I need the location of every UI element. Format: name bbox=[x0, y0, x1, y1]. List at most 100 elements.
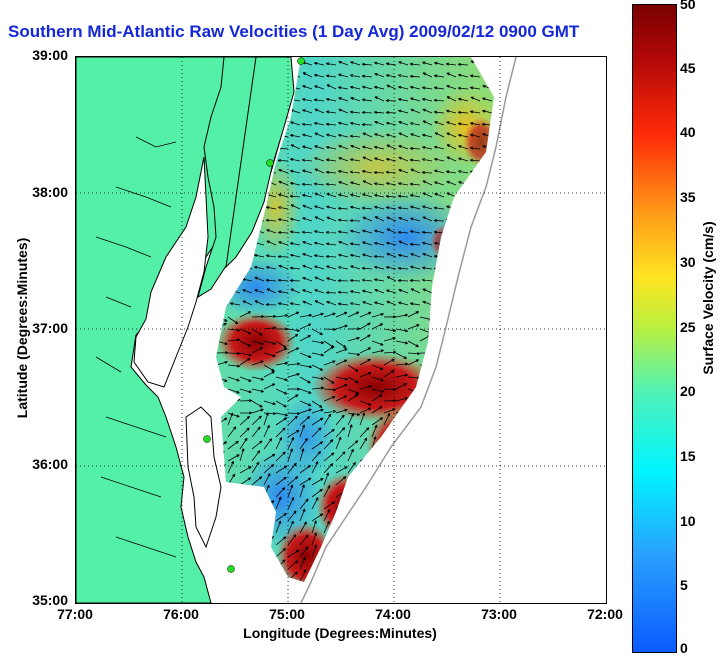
velocity-arrow bbox=[386, 289, 397, 294]
velocity-arrow bbox=[467, 400, 481, 404]
velocity-arrow bbox=[347, 532, 353, 546]
velocity-arrow bbox=[311, 461, 319, 474]
velocity-arrow bbox=[239, 545, 248, 558]
velocity-arrow bbox=[433, 98, 445, 102]
velocity-arrow bbox=[455, 497, 464, 510]
velocity-arrow bbox=[265, 254, 277, 258]
velocity-arrow bbox=[301, 193, 313, 198]
velocity-arrow bbox=[491, 526, 494, 534]
velocity-arrow bbox=[371, 568, 377, 582]
velocity-arrow bbox=[311, 400, 323, 408]
velocity-arrow bbox=[458, 217, 469, 222]
velocity-arrow bbox=[338, 157, 349, 162]
velocity-arrow bbox=[374, 61, 385, 66]
velocity-arrow bbox=[275, 547, 287, 558]
velocity-arrow bbox=[275, 451, 286, 462]
velocity-arrow bbox=[326, 277, 337, 282]
velocity-arrow bbox=[407, 359, 420, 366]
velocity-arrow bbox=[359, 385, 372, 390]
velocity-arrow bbox=[482, 288, 493, 294]
velocity-arrow bbox=[239, 328, 252, 335]
velocity-arrow bbox=[395, 487, 406, 498]
velocity-arrow bbox=[335, 560, 347, 570]
velocity-arrow bbox=[349, 219, 361, 223]
velocity-arrow bbox=[395, 532, 402, 546]
velocity-arrow bbox=[275, 417, 288, 426]
velocity-arrow bbox=[443, 388, 456, 394]
velocity-arrow bbox=[433, 206, 445, 210]
velocity-arrow bbox=[386, 276, 397, 282]
velocity-arrow bbox=[397, 182, 409, 186]
velocity-arrow bbox=[504, 384, 515, 389]
velocity-arrow bbox=[326, 133, 337, 138]
velocity-arrow bbox=[504, 536, 513, 545]
velocity-arrow bbox=[227, 526, 240, 534]
velocity-arrow bbox=[347, 560, 359, 570]
velocity-arrow bbox=[383, 370, 395, 378]
velocity-arrow bbox=[470, 301, 481, 306]
velocity-arrow bbox=[216, 301, 217, 306]
velocity-arrow bbox=[455, 460, 462, 474]
velocity-arrow bbox=[467, 347, 480, 354]
velocity-arrow bbox=[263, 314, 277, 318]
velocity-arrow bbox=[302, 241, 313, 246]
velocity-arrow bbox=[349, 279, 361, 283]
velocity-arrow bbox=[397, 206, 409, 210]
velocity-arrow bbox=[287, 510, 297, 522]
velocity-arrow bbox=[383, 581, 392, 582]
velocity-arrow bbox=[482, 97, 493, 102]
velocity-arrow bbox=[467, 509, 475, 522]
velocity-arrow bbox=[287, 328, 301, 333]
velocity-arrow bbox=[278, 264, 289, 270]
velocity-arrow bbox=[359, 372, 372, 378]
velocity-arrow bbox=[398, 121, 409, 126]
velocity-arrow bbox=[299, 313, 313, 318]
colorbar-tick-label: 45 bbox=[680, 59, 696, 76]
velocity-arrow bbox=[421, 278, 433, 282]
velocity-arrow bbox=[299, 352, 312, 358]
velocity-arrow bbox=[455, 546, 465, 558]
velocity-arrow bbox=[470, 252, 481, 258]
coastal-sound bbox=[185, 406, 222, 549]
velocity-arrow bbox=[374, 229, 385, 234]
velocity-arrow bbox=[469, 182, 481, 186]
velocity-arrow bbox=[326, 216, 337, 222]
velocity-arrow bbox=[385, 62, 397, 66]
velocity-arrow bbox=[311, 544, 318, 558]
velocity-arrow bbox=[347, 412, 355, 426]
velocity-arrow bbox=[422, 61, 433, 66]
velocity-arrow bbox=[289, 242, 301, 246]
velocity-arrow bbox=[265, 266, 277, 270]
velocity-arrow bbox=[299, 477, 312, 486]
velocity-arrow bbox=[434, 169, 445, 174]
velocity-arrow bbox=[302, 145, 313, 150]
velocity-arrow bbox=[434, 277, 445, 282]
velocity-arrow bbox=[433, 290, 445, 294]
velocity-arrow bbox=[227, 512, 239, 522]
velocity-arrow bbox=[287, 437, 295, 450]
velocity-arrow bbox=[374, 288, 385, 294]
velocity-arrow bbox=[395, 313, 409, 318]
velocity-arrow bbox=[347, 364, 359, 372]
velocity-arrow bbox=[386, 121, 397, 126]
velocity-arrow bbox=[263, 580, 270, 582]
velocity-arrow bbox=[289, 181, 301, 186]
velocity-arrow bbox=[374, 145, 385, 150]
velocity-arrow bbox=[227, 570, 237, 582]
velocity-arrow bbox=[311, 441, 324, 450]
velocity-arrow bbox=[227, 546, 237, 558]
velocity-arrow bbox=[216, 560, 227, 570]
velocity-arrow bbox=[335, 572, 347, 582]
velocity-arrow bbox=[290, 144, 301, 150]
velocity-arrow bbox=[434, 61, 445, 66]
velocity-arrow bbox=[395, 397, 408, 402]
velocity-arrow bbox=[467, 460, 473, 474]
velocity-arrow bbox=[302, 264, 313, 270]
velocity-arrow bbox=[263, 557, 272, 570]
velocity-arrow bbox=[410, 253, 421, 258]
velocity-arrow bbox=[398, 288, 409, 294]
velocity-arrow bbox=[299, 335, 311, 342]
velocity-arrow bbox=[290, 253, 301, 258]
velocity-arrow bbox=[434, 121, 445, 126]
velocity-arrow bbox=[504, 351, 516, 353]
